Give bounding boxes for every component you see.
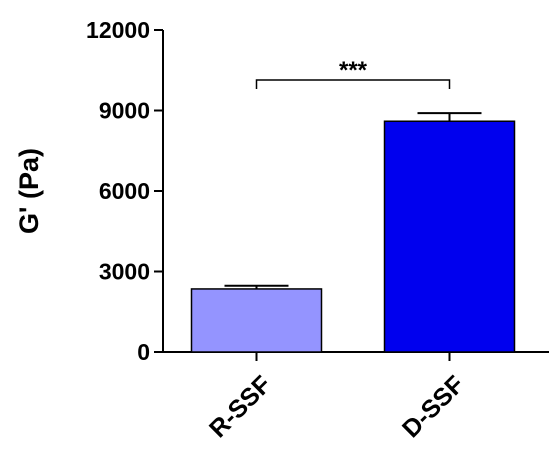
x-tick-label: R-SSF — [204, 370, 277, 443]
error-bars — [224, 112, 482, 289]
bars — [190, 120, 516, 353]
y-tick-label: 9000 — [99, 98, 150, 124]
bar-R-SSF — [190, 288, 323, 353]
x-axis: R-SSF D-SSF — [163, 351, 549, 443]
x-tick-label: D-SSF — [397, 370, 470, 443]
y-tick-label: 0 — [137, 339, 150, 365]
y-tick-label: 6000 — [99, 178, 150, 204]
y-axis-title: G' (Pa) — [14, 148, 44, 234]
significance-label: *** — [339, 57, 368, 84]
bar-D-SSF — [383, 120, 516, 353]
y-axis: 0 3000 6000 9000 12000 — [86, 17, 164, 365]
significance-bracket — [255, 79, 451, 89]
y-tick-label: 3000 — [99, 259, 150, 285]
significance-annotation: *** — [255, 57, 451, 89]
y-tick-label: 12000 — [86, 17, 150, 43]
